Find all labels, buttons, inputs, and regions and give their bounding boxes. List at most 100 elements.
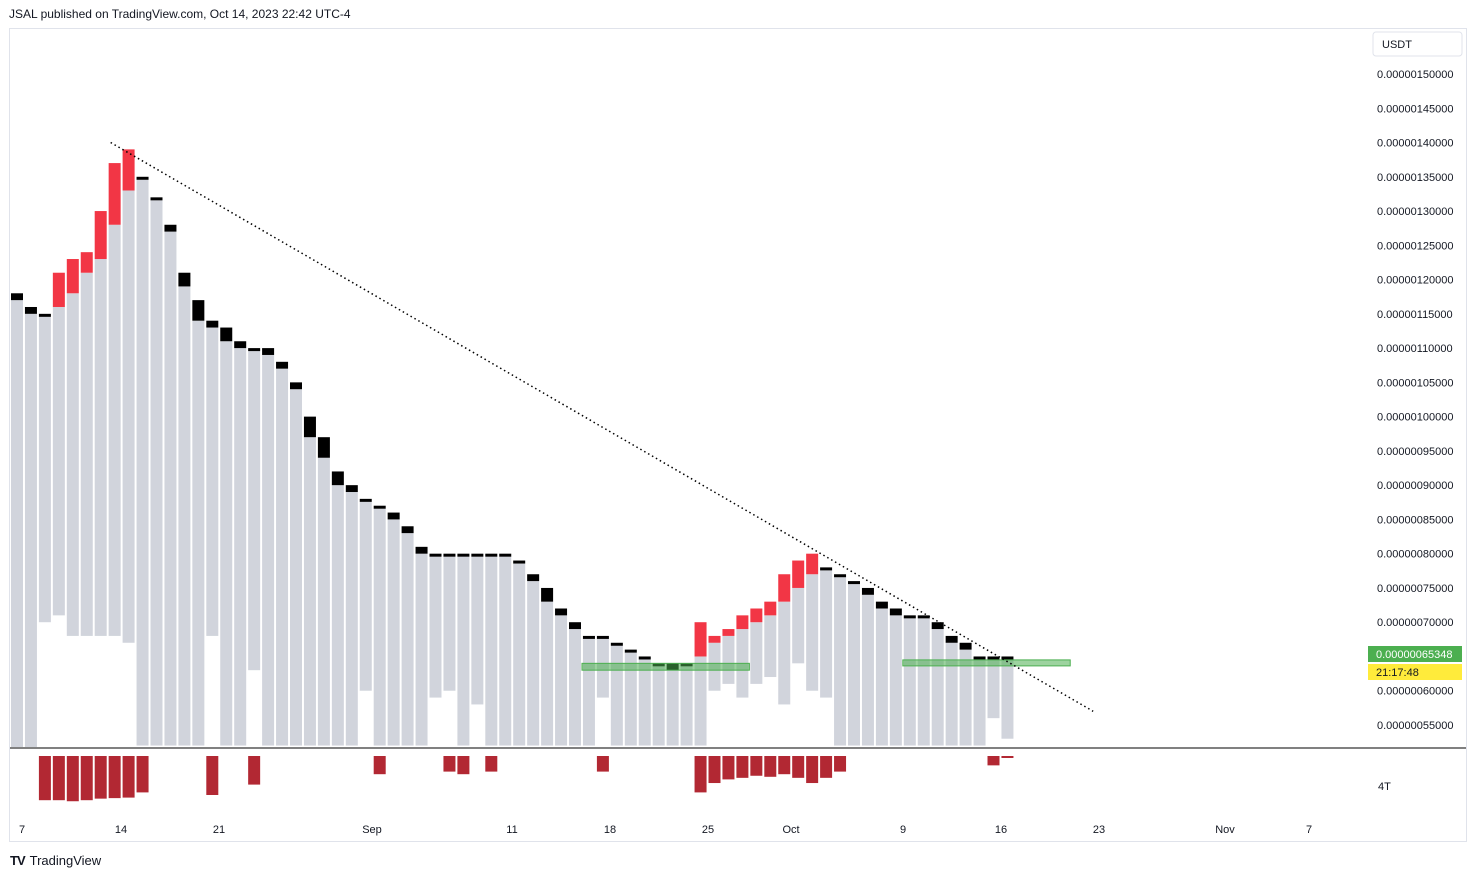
candle-head [220,327,233,342]
candle-body [401,533,414,746]
candle-head [903,615,916,619]
candle-body [122,190,135,643]
candle-head [806,553,819,575]
price-tick-label: 0.00000075000 [1377,583,1453,595]
candle-head [624,649,637,653]
candle-head [80,252,93,273]
candle-head [262,348,275,355]
candles-layer [11,149,1014,747]
candle-body [164,231,177,746]
candle-head [248,348,261,352]
last-price-label: 0.00000065348 [1376,649,1452,661]
candle-body [80,272,93,636]
volume-bar [66,756,79,802]
candle-head [694,622,707,657]
currency-button[interactable] [1372,31,1463,57]
candle-body [903,618,916,746]
time-axis[interactable]: 7 14 21 Sep 11 18 25 Oct 9 16 23 Nov 7 [19,824,1312,836]
candle-body [652,666,665,746]
candle-head [373,505,386,509]
candle-body [499,556,512,746]
candle-head [122,149,135,191]
candle-head [708,635,721,643]
countdown-badge [1368,664,1462,680]
candle-head [401,526,414,534]
volume-bar [708,756,721,784]
volume-bar [206,756,219,795]
candle-body [848,584,860,746]
candle-body [875,608,888,746]
volume-bar [792,756,805,778]
price-tick-label: 0.00000140000 [1377,138,1453,150]
price-tick-label: 0.00000055000 [1377,720,1453,732]
candle-body [11,300,23,747]
candle-body [248,351,261,671]
candle-head [485,553,498,557]
candle-head [1001,656,1014,660]
candle-head [66,259,79,294]
candle-body [820,570,833,698]
candle-body [973,659,986,746]
time-tick-label: 7 [1306,824,1312,836]
candle-head [527,574,540,582]
volume-bar [52,756,65,801]
tradingview-logo-icon: TV [10,853,26,868]
volume-bar [806,756,819,784]
volume-bar [136,756,149,793]
candle-body [666,670,679,746]
candle-body [192,320,205,746]
tradingview-brand[interactable]: TV TradingView [10,853,101,868]
price-tick-label: 0.00000125000 [1377,240,1453,252]
brand-label: TradingView [29,853,102,868]
last-price-badge [1368,646,1462,662]
candle-body [359,501,372,691]
price-tick-label: 0.00000110000 [1377,343,1453,355]
candle-body [206,327,219,636]
candle-body [150,200,163,746]
time-tick-label: 23 [1093,824,1105,836]
candle-head [582,635,595,639]
candle-body [443,556,456,691]
time-tick-label: 14 [115,824,127,836]
candle-head [164,224,177,232]
candle-body [582,638,595,746]
candle-head [345,485,358,493]
candle-body [959,649,972,746]
candle-head [889,608,902,616]
price-tick-label: 0.00000115000 [1377,309,1453,321]
candle-head [973,656,986,660]
candle-body [38,316,51,623]
candle-body [52,306,65,616]
candle-head [11,293,23,301]
volume-bar [722,756,735,780]
candle-body [569,629,581,746]
publish-header: JSAL published on TradingView.com, Oct 1… [9,7,351,21]
price-axis[interactable]: 0.000000550000.000000600000.000000650000… [1377,69,1453,732]
candle-head [820,567,833,571]
price-tick-label: 0.00000090000 [1377,480,1453,492]
candle-head [457,553,470,557]
candle-body [415,553,428,746]
candle-head [178,272,191,287]
countdown-label: 21:17:48 [1376,667,1419,679]
candle-head [136,176,149,180]
candle-body [457,556,470,746]
volume-bar [248,756,261,785]
candle-body [66,293,79,636]
candle-head [108,163,121,225]
candle-body [987,659,1000,719]
volume-bar [38,756,51,801]
price-tick-label: 0.00000145000 [1377,103,1453,115]
price-tick-label: 0.00000150000 [1377,69,1453,81]
candle-body [276,368,289,746]
candle-head [750,608,763,623]
candle-head [541,587,554,602]
candle-head [359,498,372,502]
candle-head [331,471,344,486]
candle-head [150,197,163,201]
price-tick-label: 0.00000105000 [1377,377,1453,389]
candle-head [945,635,958,643]
price-tick-label: 0.00000080000 [1377,549,1453,561]
candle-body [290,389,302,746]
